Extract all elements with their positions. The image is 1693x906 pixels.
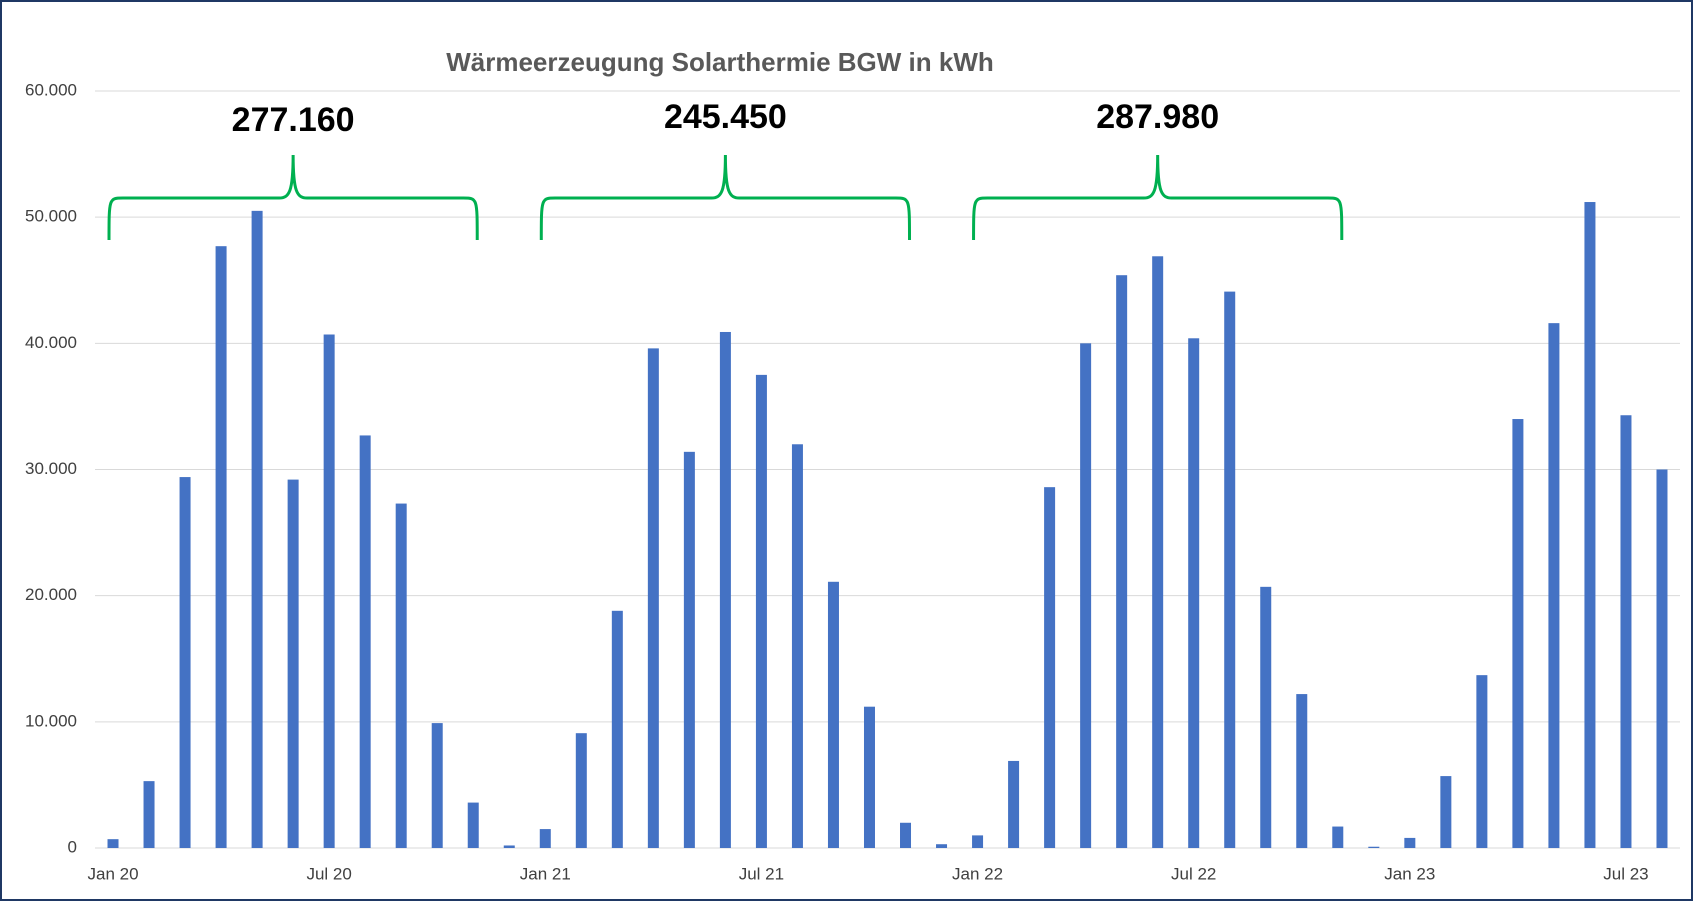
x-tick-label: Jan 20 [87,864,138,883]
bar [1332,826,1344,848]
y-tick-label: 60.000 [25,80,77,99]
bar [359,435,371,848]
bar [1260,586,1272,848]
bar [1188,338,1200,848]
bar [1152,256,1164,848]
bar [900,822,912,848]
x-tick-label: Jul 22 [1171,864,1216,883]
bar [719,331,731,848]
year-brace [107,154,479,241]
annotation: 245.450 [664,98,787,136]
x-tick-label: Jul 20 [306,864,351,883]
bar [936,844,948,848]
bar [431,723,443,848]
bar [1584,202,1596,848]
bar [1656,469,1668,848]
bar [107,839,119,848]
y-tick-label: 40.000 [25,333,77,352]
bar [1080,343,1092,848]
bar [611,610,623,848]
y-tick-label: 30.000 [25,459,77,478]
x-tick-label: Jul 23 [1603,864,1648,883]
bar [863,706,875,848]
bar [323,334,335,848]
bar [1044,487,1056,848]
bar [251,210,263,848]
x-tick-label: Jul 21 [739,864,784,883]
bar [287,479,299,848]
year-brace [972,154,1344,241]
bar [755,374,767,848]
y-tick-label: 50.000 [25,207,77,226]
bar [1548,323,1560,848]
x-tick-label: Jan 22 [952,864,1003,883]
bar [1296,694,1308,848]
bar [395,503,407,848]
bar [179,477,191,848]
bar [1224,291,1236,849]
x-tick-label: Jan 23 [1384,864,1435,883]
bar [575,733,587,848]
bar [215,246,227,848]
bar [1404,837,1416,848]
bar [791,444,803,848]
bar [539,829,551,848]
bar [503,845,515,848]
chart-title: Wärmeerzeugung Solarthermie BGW in kWh [446,47,994,77]
bar [827,581,839,848]
bar [972,835,984,848]
y-tick-label: 0 [68,837,77,856]
bar [1116,275,1128,848]
bar [143,781,155,848]
bar [1008,760,1020,848]
bar [1620,415,1632,848]
bar [647,348,659,848]
year-brace [539,154,912,241]
annotation: 277.160 [232,101,355,139]
bar [467,802,479,848]
y-tick-label: 10.000 [25,711,77,730]
x-tick-label: Jan 21 [520,864,571,883]
y-tick-label: 20.000 [25,585,77,604]
bar [1440,776,1452,848]
bar [683,451,695,848]
bar [1368,846,1380,848]
bar [1476,675,1488,848]
annotation: 287.980 [1096,98,1219,136]
bar [1512,419,1524,848]
